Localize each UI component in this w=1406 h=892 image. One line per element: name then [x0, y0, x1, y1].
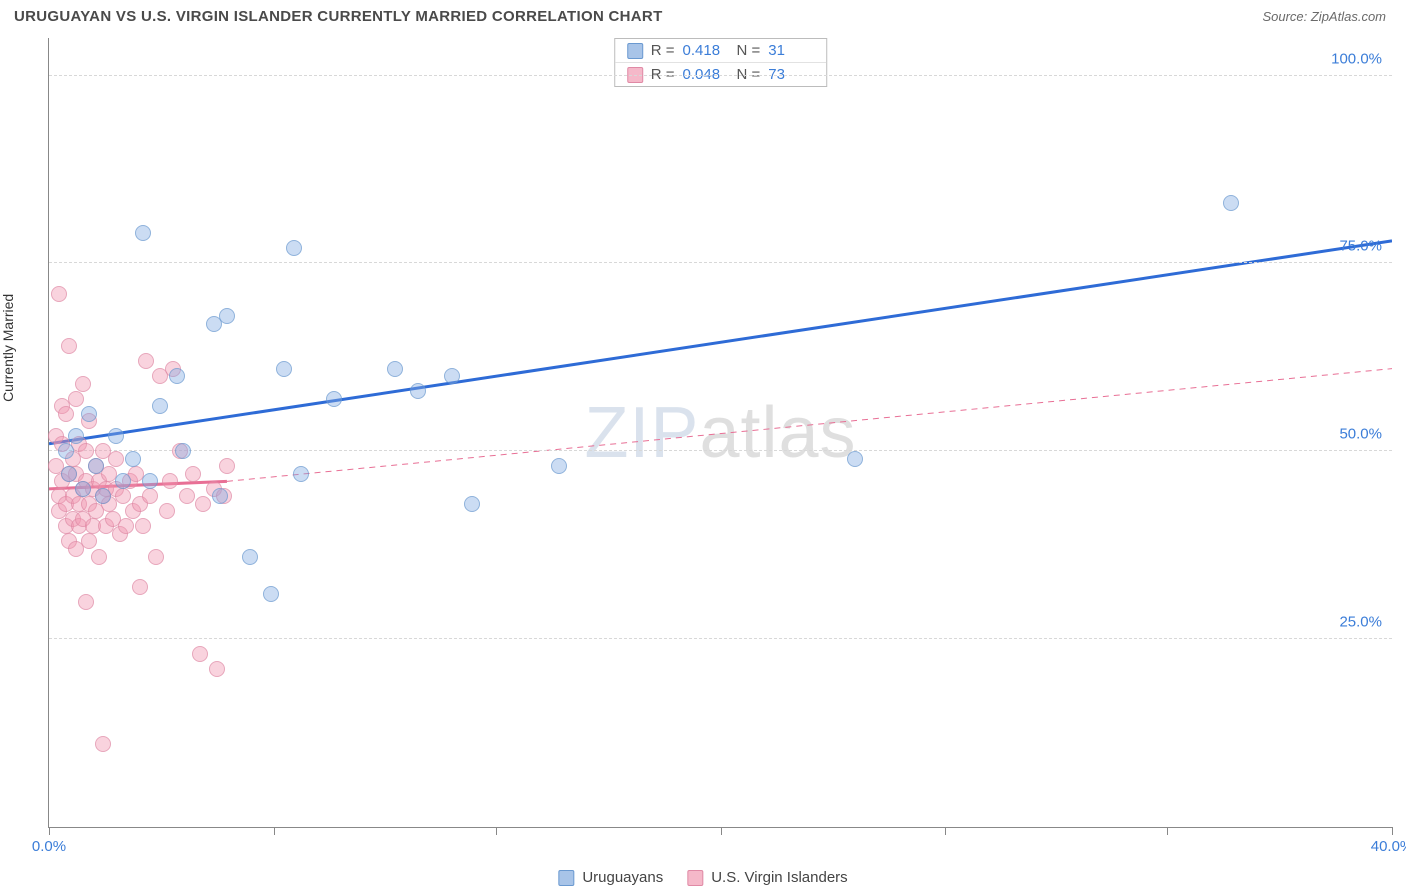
data-point	[192, 646, 208, 662]
data-point	[78, 594, 94, 610]
data-point	[58, 406, 74, 422]
data-point	[263, 586, 279, 602]
data-point	[152, 398, 168, 414]
gridline-h	[49, 638, 1392, 639]
data-point	[410, 383, 426, 399]
data-point	[75, 376, 91, 392]
data-point	[142, 488, 158, 504]
gridline-h	[49, 262, 1392, 263]
data-point	[78, 443, 94, 459]
bottom-legend: Uruguayans U.S. Virgin Islanders	[558, 869, 847, 886]
data-point	[88, 458, 104, 474]
data-point	[81, 533, 97, 549]
legend-swatch-a-icon	[558, 870, 574, 886]
ytick-label: 50.0%	[1339, 426, 1382, 443]
data-point	[242, 549, 258, 565]
ytick-label: 75.0%	[1339, 238, 1382, 255]
data-point	[81, 406, 97, 422]
stat-r-label-a: R =	[651, 42, 675, 59]
xtick	[1167, 827, 1168, 835]
data-point	[148, 549, 164, 565]
data-point	[276, 361, 292, 377]
legend-swatch-b-icon	[687, 870, 703, 886]
xtick-label: 40.0%	[1371, 838, 1406, 855]
watermark: ZIPatlas	[584, 392, 856, 474]
stats-box: R = 0.418 N = 31 R = 0.048 N = 73	[614, 38, 828, 87]
legend-label-b: U.S. Virgin Islanders	[711, 869, 847, 886]
legend-item-b: U.S. Virgin Islanders	[687, 869, 847, 886]
chart-container: Currently Married ZIPatlas R = 0.418 N =…	[14, 38, 1392, 858]
data-point	[551, 458, 567, 474]
data-point	[847, 451, 863, 467]
data-point	[68, 428, 84, 444]
data-point	[195, 496, 211, 512]
data-point	[68, 391, 84, 407]
chart-title: URUGUAYAN VS U.S. VIRGIN ISLANDER CURREN…	[14, 8, 663, 25]
xtick	[496, 827, 497, 835]
data-point	[51, 286, 67, 302]
watermark-thin: atlas	[699, 393, 856, 473]
data-point	[162, 473, 178, 489]
data-point	[209, 661, 225, 677]
data-point	[142, 473, 158, 489]
trend-lines	[49, 38, 1392, 827]
data-point	[464, 496, 480, 512]
xtick	[721, 827, 722, 835]
legend-label-a: Uruguayans	[582, 869, 663, 886]
watermark-bold: ZIP	[584, 393, 699, 473]
xtick	[274, 827, 275, 835]
gridline-h	[49, 75, 1392, 76]
data-point	[326, 391, 342, 407]
data-point	[286, 240, 302, 256]
data-point	[135, 518, 151, 534]
data-point	[293, 466, 309, 482]
xtick	[1392, 827, 1393, 835]
data-point	[125, 451, 141, 467]
xtick	[49, 827, 50, 835]
stat-n-value-a: 31	[768, 42, 814, 59]
y-axis-label: Currently Married	[0, 294, 16, 402]
plot-area: ZIPatlas R = 0.418 N = 31 R = 0.048 N = …	[48, 38, 1392, 828]
data-point	[118, 518, 134, 534]
data-point	[95, 736, 111, 752]
data-point	[108, 428, 124, 444]
legend-item-a: Uruguayans	[558, 869, 663, 886]
data-point	[95, 488, 111, 504]
data-point	[115, 473, 131, 489]
data-point	[1223, 195, 1239, 211]
source-label: Source: ZipAtlas.com	[1262, 9, 1386, 24]
data-point	[138, 353, 154, 369]
data-point	[219, 308, 235, 324]
data-point	[61, 338, 77, 354]
data-point	[75, 481, 91, 497]
data-point	[185, 466, 201, 482]
xtick-label: 0.0%	[32, 838, 66, 855]
gridline-h	[49, 450, 1392, 451]
data-point	[58, 443, 74, 459]
data-point	[135, 225, 151, 241]
data-point	[212, 488, 228, 504]
data-point	[175, 443, 191, 459]
ytick-label: 25.0%	[1339, 614, 1382, 631]
stats-row-a: R = 0.418 N = 31	[615, 39, 827, 62]
xtick	[945, 827, 946, 835]
data-point	[91, 549, 107, 565]
data-point	[61, 466, 77, 482]
stat-n-label-a: N =	[737, 42, 761, 59]
data-point	[108, 451, 124, 467]
data-point	[159, 503, 175, 519]
data-point	[169, 368, 185, 384]
swatch-a-icon	[627, 43, 643, 59]
data-point	[179, 488, 195, 504]
stat-r-value-a: 0.418	[683, 42, 729, 59]
data-point	[387, 361, 403, 377]
data-point	[115, 488, 131, 504]
data-point	[444, 368, 460, 384]
ytick-label: 100.0%	[1331, 50, 1382, 67]
data-point	[132, 579, 148, 595]
data-point	[219, 458, 235, 474]
